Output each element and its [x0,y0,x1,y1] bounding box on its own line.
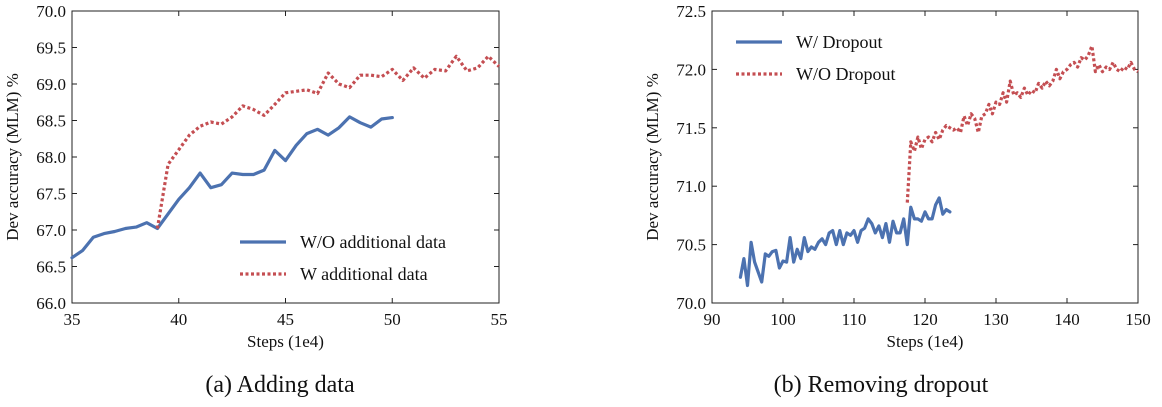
x-tick-label: 55 [491,310,508,329]
x-tick-label: 130 [983,310,1009,329]
y-tick-label: 68.0 [36,148,66,167]
x-tick-label: 140 [1054,310,1080,329]
chart-caption: (b) Removing dropout [773,372,989,398]
y-tick-label: 66.0 [36,294,66,313]
legend-label: W/O additional data [300,232,446,252]
y-tick-label: 68.5 [36,112,66,131]
chart-removing-dropout: 90 100 110 120 130 140 150 70.0 70.5 71.0 71.5 72.0… [643,2,1151,351]
y-tick-label: 67.0 [36,221,66,240]
series-line-solid [738,196,952,288]
legend-label: W/ Dropout [796,32,882,52]
x-tick-label: 110 [842,310,867,329]
series-line-dotted [905,44,1139,203]
series-line-solid [70,115,394,260]
chart-panel-adding-data: 35 40 45 50 55 66.0 66.5 67.0 67.5 68.0 68.5 69.0 69… [0,0,560,407]
y-tick-label: 71.0 [676,177,706,196]
chart-caption: (a) Adding data [205,372,355,398]
x-tick-label: 50 [384,310,401,329]
chart-panel-removing-dropout: 90 100 110 120 130 140 150 70.0 70.5 71.0 71.5 72.0… [600,0,1162,407]
y-tick-label: 67.5 [36,185,66,204]
x-tick-label: 90 [704,310,721,329]
legend-label: W/O Dropout [796,64,895,84]
series-line-dotted [155,54,501,229]
y-tick-label: 71.5 [676,119,706,138]
y-axis-label: Dev accuracy (MLM) % [643,73,662,241]
plot-frame [71,10,500,304]
x-tick-label: 100 [770,310,796,329]
y-tick-label: 72.5 [676,2,706,21]
x-tick-label: 150 [1125,310,1151,329]
y-tick-label: 69.5 [36,39,66,58]
y-tick-label: 70.0 [676,294,706,313]
y-axis-label: Dev accuracy (MLM) % [3,73,22,241]
y-tick-label: 72.0 [676,60,706,79]
x-axis-label: Steps (1e4) [247,332,324,351]
y-tick-label: 69.0 [36,75,66,94]
y-tick-label: 66.5 [36,258,66,277]
x-tick-label: 45 [277,310,294,329]
y-tick-label: 70.0 [36,2,66,21]
legend-label: W additional data [300,264,428,284]
y-tick-label: 70.5 [676,236,706,255]
x-tick-label: 120 [912,310,938,329]
chart-adding-data: 35 40 45 50 55 66.0 66.5 67.0 67.5 68.0 68.5 69.0 69… [3,2,508,351]
x-tick-label: 35 [64,310,81,329]
plot-frame [711,10,1139,304]
x-axis-label: Steps (1e4) [887,332,964,351]
x-tick-label: 40 [170,310,187,329]
